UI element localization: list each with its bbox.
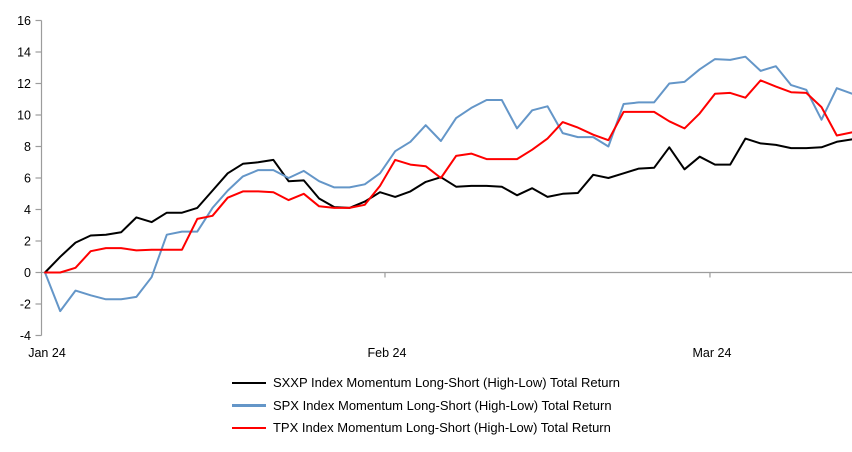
legend-line-swatch-sxxp bbox=[231, 381, 266, 385]
chart-legend-items: SXXP Index Momentum Long-Short (High-Low… bbox=[231, 375, 621, 436]
y-tick-label: 8 bbox=[24, 140, 31, 154]
legend-label-tpx: TPX Index Momentum Long-Short (High-Low)… bbox=[272, 420, 611, 436]
y-tick-label: 14 bbox=[17, 45, 31, 59]
y-tick-label: 10 bbox=[17, 108, 31, 122]
y-tick-label: 0 bbox=[24, 266, 31, 280]
chart-legend: SXXP Index Momentum Long-Short (High-Low… bbox=[0, 376, 852, 435]
x-tick-label: Feb 24 bbox=[368, 346, 407, 360]
y-tick-label: -4 bbox=[20, 329, 31, 343]
legend-item-spx: SPX Index Momentum Long-Short (High-Low)… bbox=[231, 397, 612, 413]
y-tick-label: 4 bbox=[24, 203, 31, 217]
y-tick-label: 2 bbox=[24, 234, 31, 248]
y-tick-label: 12 bbox=[17, 77, 31, 91]
legend-item-sxxp: SXXP Index Momentum Long-Short (High-Low… bbox=[231, 375, 621, 390]
y-tick-label: -2 bbox=[20, 297, 31, 311]
legend-line-swatch-tpx bbox=[231, 426, 266, 430]
legend-label-sxxp: SXXP Index Momentum Long-Short (High-Low… bbox=[272, 375, 621, 390]
y-tick-label: 16 bbox=[17, 14, 31, 28]
legend-item-tpx: TPX Index Momentum Long-Short (High-Low)… bbox=[231, 420, 611, 436]
x-tick-label: Mar 24 bbox=[693, 346, 732, 360]
x-tick-label: Jan 24 bbox=[28, 346, 66, 360]
legend-label-spx: SPX Index Momentum Long-Short (High-Low)… bbox=[272, 397, 612, 413]
series-line-tpx bbox=[44, 79, 852, 274]
series-line-sxxp bbox=[44, 137, 852, 274]
legend-line-swatch-spx bbox=[231, 404, 266, 407]
series-line-spx bbox=[44, 55, 852, 313]
momentum-line-chart: 16 14 12 10 8 6 4 2 0 -2 -4 Jan 24 Feb 24 Mar 24 bbox=[17, 14, 852, 360]
y-tick-label: 6 bbox=[24, 171, 31, 185]
